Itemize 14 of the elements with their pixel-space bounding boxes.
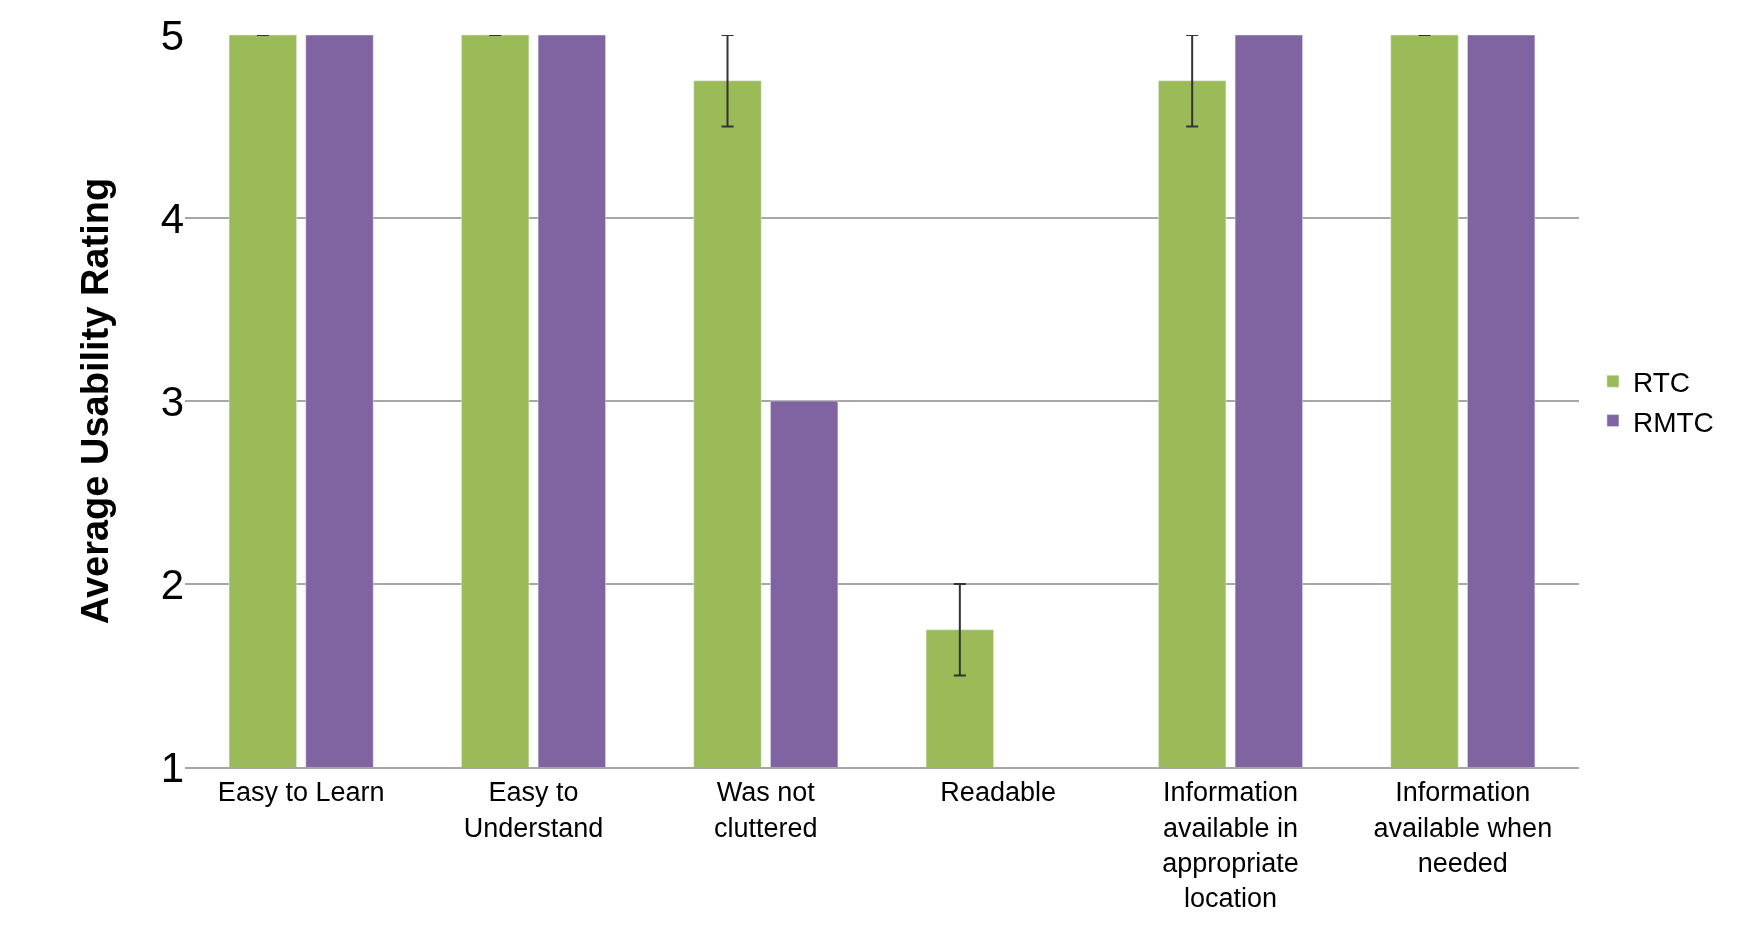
x-tick-label: Easy to Learn [217, 777, 385, 808]
x-tick-label: Easy to Understand [463, 777, 604, 843]
x-tick-label: Was not cluttered [714, 777, 818, 843]
x-tick-label: Information available in appropriate location [1162, 777, 1299, 913]
y-tick-label: 3 [160, 377, 184, 425]
y-tick-label: 4 [160, 194, 184, 242]
legend-label: RMTC [1632, 406, 1714, 438]
x-tick-label: Information available when needed [1373, 777, 1553, 878]
y-axis-title: Average Usability Rating [73, 177, 116, 625]
y-tick-label: 2 [160, 560, 184, 608]
x-tick-label: Readable [940, 777, 1056, 808]
y-tick-label: 1 [160, 743, 184, 791]
legend-label: RTC [1632, 367, 1690, 399]
y-tick-label: 5 [160, 11, 184, 59]
